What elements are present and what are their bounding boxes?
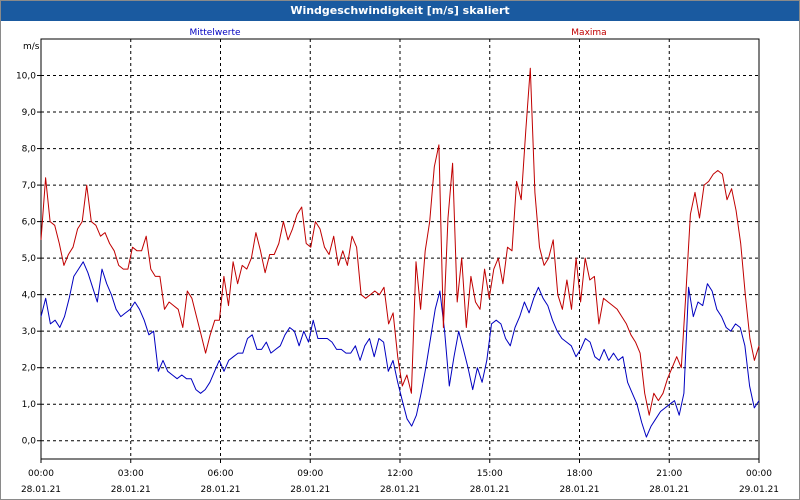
y-tick-label: 2,0 [22, 364, 37, 374]
y-tick-label: 4,0 [22, 291, 37, 301]
x-tick-time-label: 09:00 [297, 469, 323, 479]
x-tick-time-label: 00:00 [746, 469, 772, 479]
x-tick-date-label: 28.01.21 [380, 485, 420, 495]
series-line-mittelwerte [40, 261, 760, 438]
y-tick-label: 6,0 [22, 218, 37, 228]
x-tick-time-label: 00:00 [28, 469, 54, 479]
x-tick-date-label: 28.01.21 [470, 485, 510, 495]
chart-area: m/s Mittelwerte Maxima 0,0 1,0 2,0 3,0 4,0 5,… [16, 28, 779, 495]
legend-mittelwerte: Mittelwerte [189, 28, 240, 38]
axis-ticks: 0,0 1,0 2,0 3,0 4,0 5,0 6,0 7,0 8,0 9,0 10,0 00:00 2… [16, 72, 779, 495]
x-tick-date-label: 28.01.21 [111, 485, 151, 495]
window-title: Windgeschwindigkeit [m/s] skaliert [1, 1, 799, 21]
x-tick-time-label: 03:00 [118, 469, 144, 479]
legend-maxima: Maxima [571, 28, 606, 38]
series-group [40, 67, 760, 438]
x-tick-date-label: 28.01.21 [21, 485, 61, 495]
y-tick-label: 5,0 [22, 254, 37, 264]
x-tick-date-label: 28.01.21 [649, 485, 689, 495]
x-tick-date-label: 28.01.21 [559, 485, 599, 495]
x-tick-time-label: 21:00 [656, 469, 682, 479]
y-tick-label: 9,0 [22, 108, 37, 118]
grid [41, 39, 759, 459]
x-tick-date-label: 29.01.21 [739, 485, 779, 495]
x-tick-date-label: 28.01.21 [200, 485, 240, 495]
series-line-maxima [40, 67, 760, 416]
y-tick-label: 3,0 [22, 327, 37, 337]
y-tick-label: 10,0 [16, 72, 36, 82]
y-tick-label: 7,0 [22, 181, 37, 191]
y-tick-label: 1,0 [22, 400, 37, 410]
y-tick-label: 0,0 [22, 437, 37, 447]
y-axis-unit-label: m/s [23, 42, 40, 52]
x-tick-time-label: 12:00 [387, 469, 413, 479]
x-tick-time-label: 06:00 [208, 469, 234, 479]
x-tick-time-label: 15:00 [477, 469, 503, 479]
x-tick-date-label: 28.01.21 [290, 485, 330, 495]
x-tick-time-label: 18:00 [567, 469, 593, 479]
y-tick-label: 8,0 [22, 145, 37, 155]
